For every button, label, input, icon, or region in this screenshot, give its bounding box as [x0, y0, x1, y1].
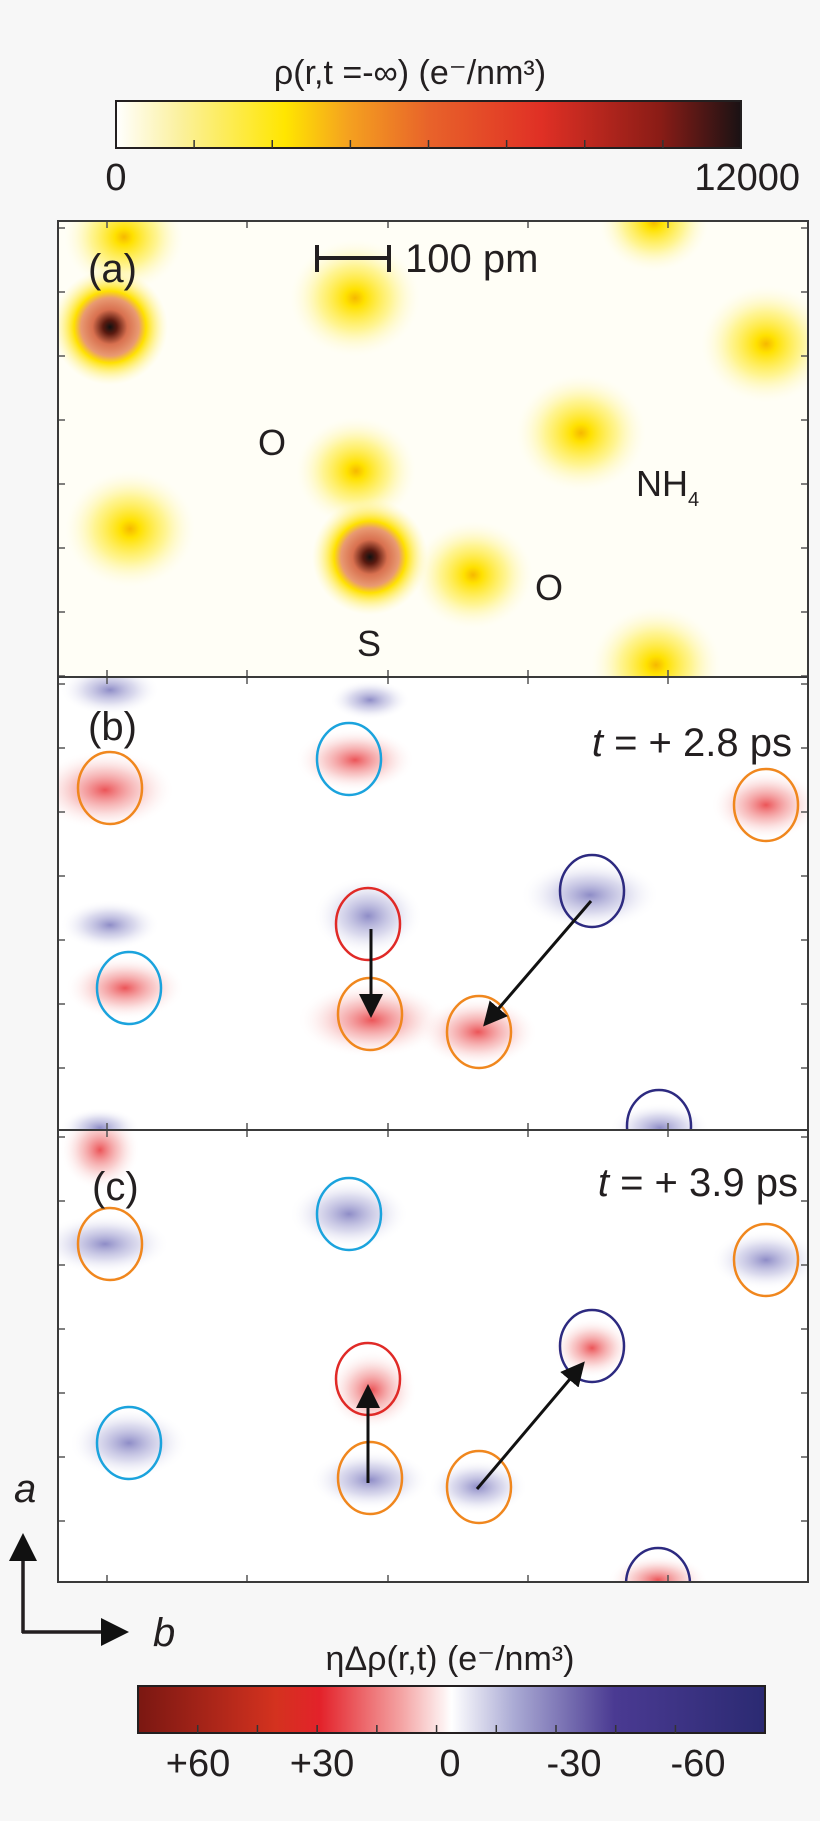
- orange-atom-circle: [732, 767, 800, 843]
- navy-atom-circle: [625, 1088, 693, 1130]
- top-colorbar-min-label: 0: [105, 157, 126, 199]
- cyan-atom-circle: [95, 1405, 163, 1481]
- positive-density-lobe: [58, 750, 175, 830]
- orange-atom-circle: [76, 1206, 144, 1282]
- negative-density-lobe: [289, 1179, 409, 1249]
- light-atom-density: [65, 470, 195, 588]
- navy-atom-circle: [558, 1308, 626, 1384]
- positive-density-lobe: [418, 997, 538, 1067]
- positive-density-lobe: [65, 956, 185, 1020]
- negative-density-lobe: [310, 1450, 430, 1510]
- crystal-axes: a b: [8, 1467, 175, 1655]
- atom-label-nh4: NH4: [636, 463, 699, 511]
- bottom-colorbar-gradient: [137, 1685, 766, 1734]
- heavy-atom-density: [58, 269, 168, 385]
- negative-density-lobe: [69, 1408, 189, 1478]
- negative-density-lobe: [60, 900, 160, 950]
- bottom-colorbar-ticks: [196, 1725, 677, 1733]
- light-atom-density: [701, 285, 808, 403]
- axis-a-label: a: [14, 1467, 36, 1511]
- panel-c-ticks: [58, 1130, 808, 1582]
- cyan-atom-circle: [315, 1176, 383, 1252]
- bottom-colorbar-title: ηΔρ(r,t) (e⁻/nm³): [326, 1640, 575, 1678]
- bottom-colorbar: ηΔρ(r,t) (e⁻/nm³) +60 +30 0 -30 -60: [137, 1640, 766, 1785]
- negative-density-lobe: [610, 1103, 710, 1130]
- negative-density-lobe: [520, 860, 660, 930]
- top-colorbar-max-label: 12000: [694, 157, 800, 199]
- panel-b-atom-circles: [76, 721, 800, 1130]
- light-atom-density: [413, 521, 533, 629]
- negative-density-lobe: [58, 1214, 170, 1274]
- panel-a-ticks: [58, 221, 808, 677]
- orange-atom-circle: [76, 750, 144, 826]
- light-atom-density: [591, 606, 721, 677]
- positive-density-lobe: [297, 982, 447, 1058]
- atom-label-o1: O: [258, 422, 286, 463]
- orange-atom-circle: [732, 1222, 800, 1298]
- light-atom-density: [599, 221, 709, 272]
- navy-atom-circle: [558, 853, 626, 929]
- panel-a: (a) 100 pm O NH4 O S: [57, 220, 809, 678]
- navy-atom-circle: [624, 1546, 692, 1582]
- negative-density-lobe: [711, 1230, 808, 1290]
- atom-label-s: S: [357, 623, 381, 664]
- negative-density-lobe: [60, 1108, 140, 1130]
- panel-c-atom-circles: [76, 1176, 800, 1582]
- positive-density-lobe: [711, 770, 808, 840]
- difference-map-b: [58, 677, 808, 1130]
- panel-b-label: (b): [88, 705, 137, 749]
- top-colorbar: ρ(r,t =-∞) (e⁻/nm³) 0 12000: [105, 54, 800, 199]
- top-colorbar-title: ρ(r,t =-∞) (e⁻/nm³): [274, 54, 546, 92]
- bottom-colorbar-tick-label: +30: [290, 1743, 354, 1785]
- light-atom-density: [516, 374, 646, 492]
- axis-b-label: b: [153, 1611, 175, 1655]
- orange-atom-circle: [445, 1449, 513, 1525]
- bottom-colorbar-tick-label: -60: [671, 1743, 726, 1785]
- bottom-colorbar-tick-label: 0: [439, 1743, 460, 1785]
- positive-density-lobe: [608, 1555, 708, 1582]
- orange-atom-circle: [445, 994, 513, 1070]
- panel-c-frame: [57, 1129, 809, 1583]
- panel-a-label: (a): [88, 247, 137, 291]
- cyan-atom-circle: [95, 950, 163, 1026]
- panel-c-label: (c): [92, 1165, 139, 1209]
- negative-density-lobe: [60, 677, 160, 715]
- positive-density-lobe: [295, 728, 415, 792]
- heavy-atom-density: [312, 499, 428, 615]
- light-atom-density: [296, 417, 416, 525]
- red-atom-circle: [334, 886, 402, 962]
- panel-b-time: t = + 2.8 ps: [592, 721, 792, 765]
- positive-density-lobe: [60, 1130, 140, 1190]
- bottom-colorbar-tick-label: -30: [547, 1743, 602, 1785]
- panel-b-ticks: [58, 677, 808, 1130]
- panel-c: (c) t = + 3.9 ps: [57, 1129, 809, 1583]
- top-colorbar-ticks: [193, 140, 664, 148]
- orange-atom-circle: [336, 1440, 404, 1516]
- density-map-a: [58, 221, 808, 677]
- scale-bar-label: 100 pm: [405, 237, 538, 281]
- panel-c-time: t = + 3.9 ps: [598, 1161, 798, 1205]
- cyan-atom-circle: [315, 721, 383, 797]
- negative-density-lobe: [313, 876, 423, 956]
- displacement-arrow: [475, 1361, 585, 1490]
- displacement-arrow: [483, 900, 593, 1027]
- bottom-colorbar-tick-label: +60: [166, 1743, 230, 1785]
- negative-density-lobe: [330, 680, 410, 720]
- atom-label-o2: O: [535, 567, 563, 608]
- panel-b: (b) t = + 2.8 ps: [57, 676, 809, 1131]
- scale-bar: 100 pm: [315, 237, 538, 281]
